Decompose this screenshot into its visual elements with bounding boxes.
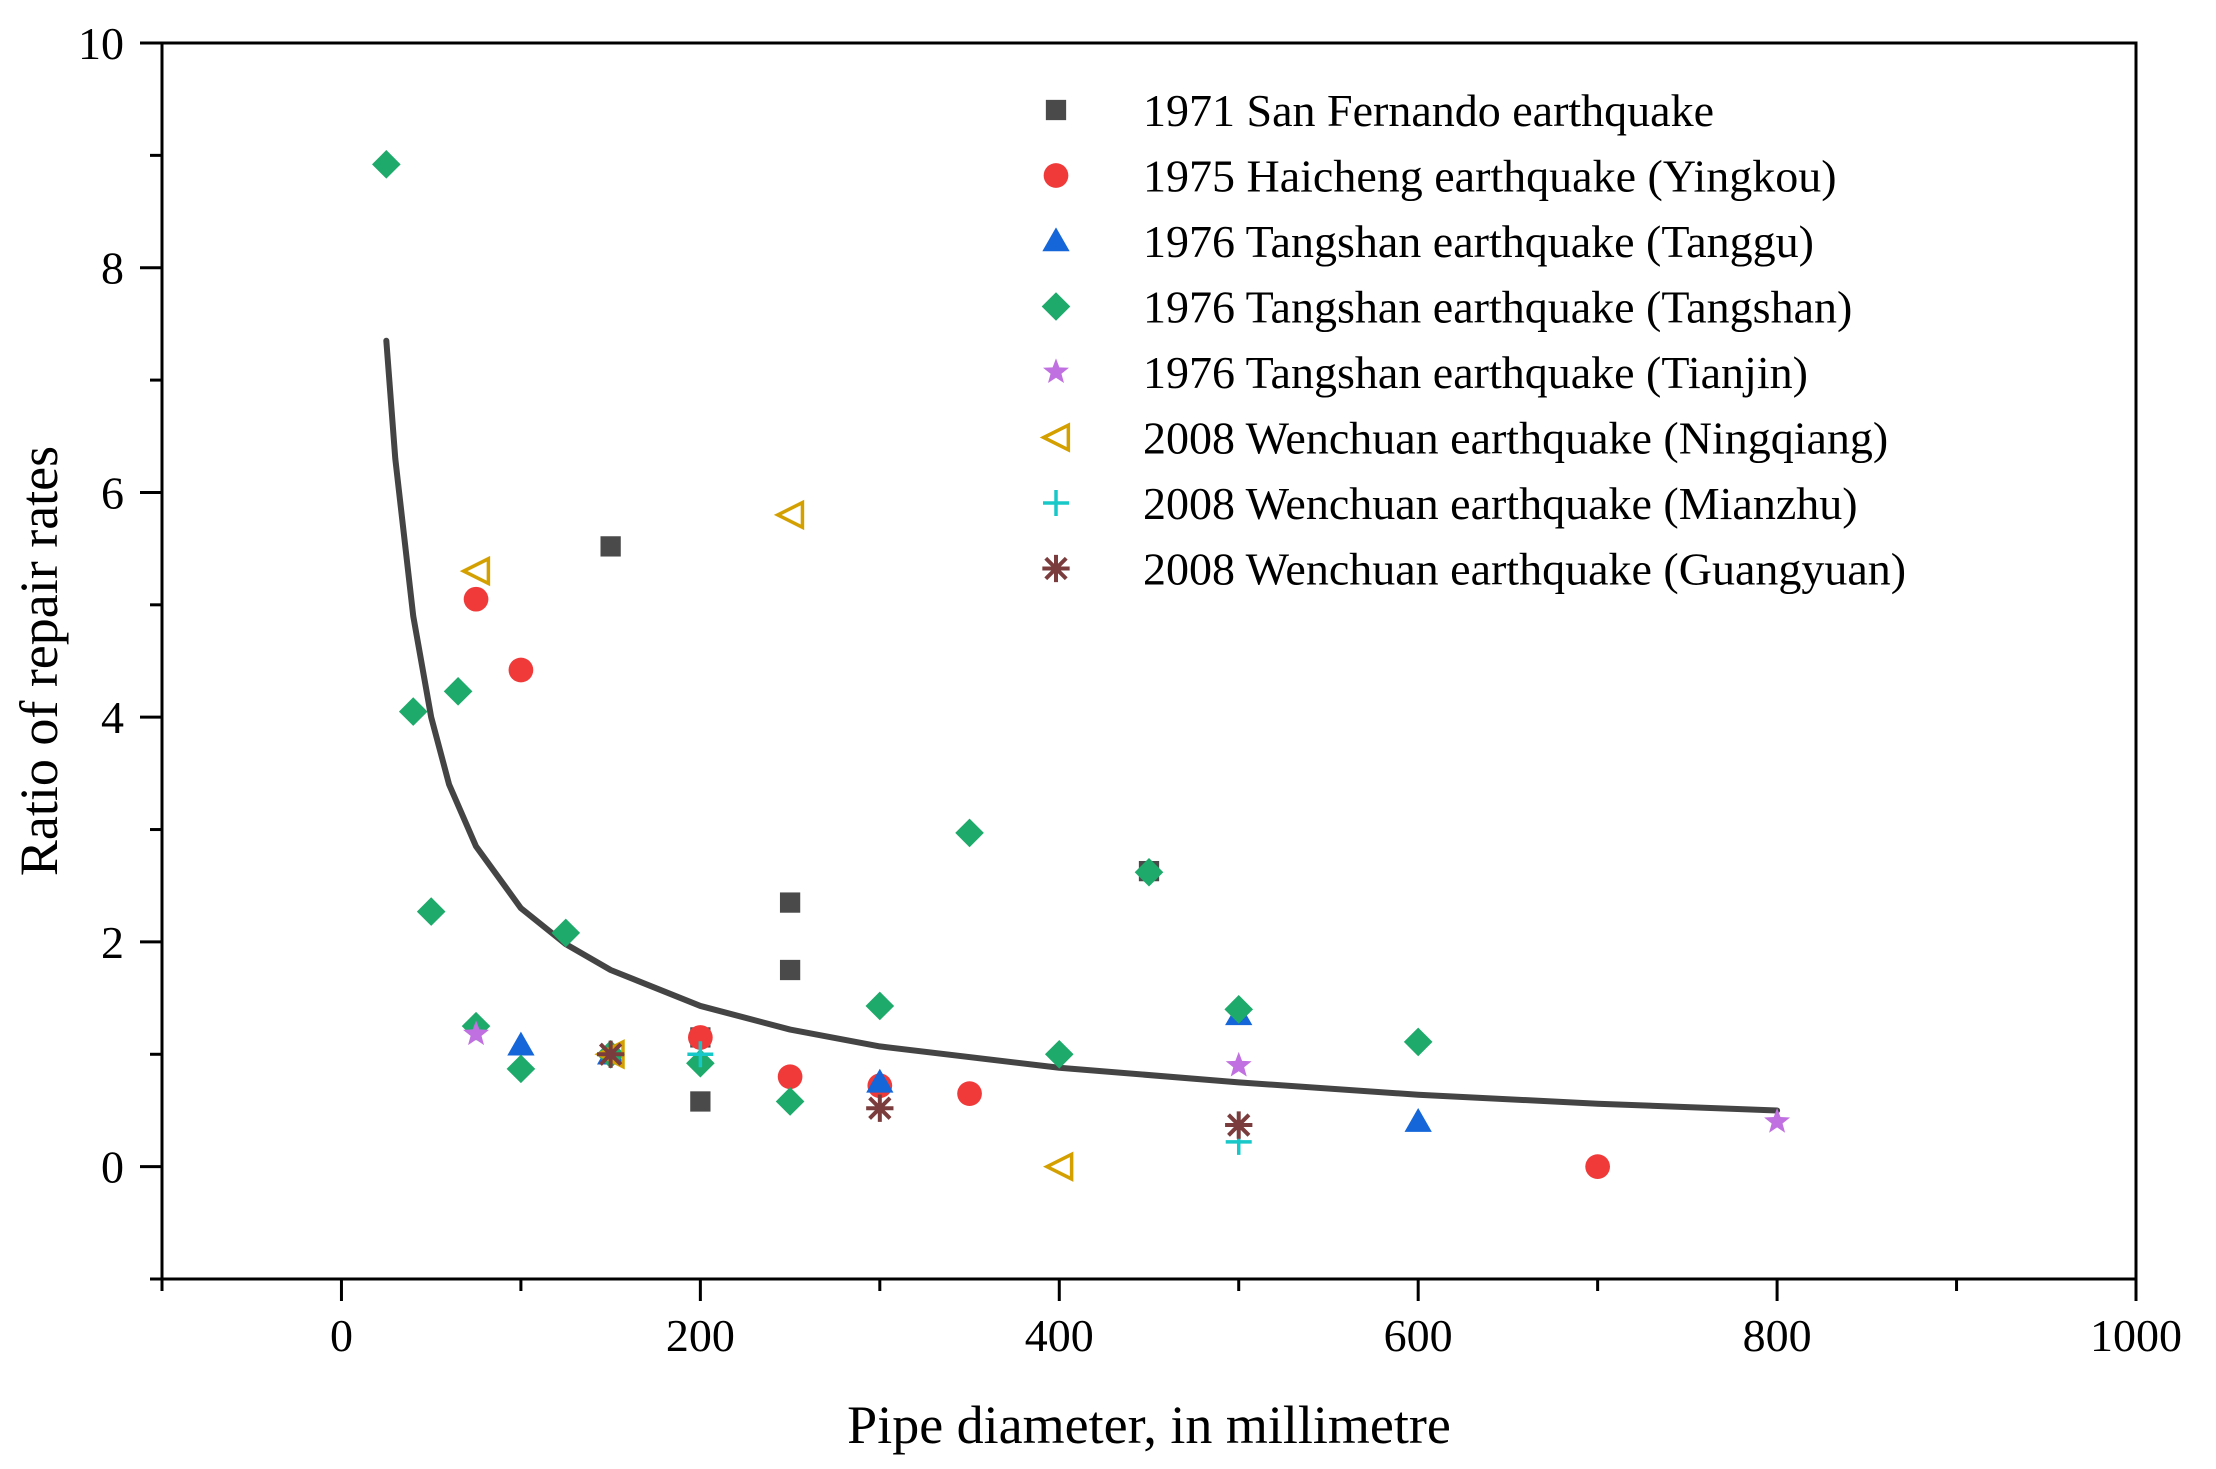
- plot-frame: [160, 41, 2138, 1281]
- data-point: [1404, 1108, 1432, 1132]
- data-point: [690, 1091, 711, 1112]
- data-point: [506, 1054, 536, 1084]
- y-tick-label: 4: [101, 692, 124, 743]
- legend-label: 1971 San Fernando earthquake: [1143, 85, 1714, 136]
- x-tick-label: 1000: [2090, 1310, 2182, 1361]
- data-point: [773, 499, 805, 531]
- x-tick-label: 800: [1743, 1310, 1812, 1361]
- fit-curve-layer: [383, 337, 1781, 1114]
- series-group: [459, 499, 1074, 1182]
- data-point: [459, 555, 491, 587]
- data-point: [1044, 1039, 1074, 1069]
- data-point: [596, 1040, 625, 1068]
- legend-label: 1976 Tangshan earthquake (Tangshan): [1143, 282, 1852, 333]
- legend-marker: [1041, 292, 1071, 321]
- legend-label: 2008 Wenchuan earthquake (Mianzhu): [1143, 478, 1858, 529]
- y-tick-label: 0: [101, 1142, 124, 1193]
- legend-label: 2008 Wenchuan earthquake (Ningqiang): [1143, 413, 1888, 464]
- data-point: [398, 697, 428, 726]
- series-group: [507, 1001, 1432, 1132]
- legend-label: 1976 Tangshan earthquake (Tanggu): [1143, 216, 1814, 267]
- data-point: [508, 657, 534, 683]
- x-tick-label: 200: [666, 1310, 735, 1361]
- data-point: [551, 918, 581, 948]
- legend-marker: [1043, 490, 1069, 516]
- data-point: [443, 677, 473, 706]
- legend-marker: [1039, 422, 1071, 453]
- data-point: [463, 1020, 490, 1046]
- series-group: [596, 1040, 1253, 1139]
- data-point: [688, 1025, 713, 1050]
- y-tick-label: 6: [101, 467, 124, 518]
- data-point: [1043, 1151, 1074, 1182]
- y-axis-title: Ratio of repair rates: [9, 446, 69, 876]
- data-point: [957, 1081, 982, 1106]
- series-group: [600, 536, 1160, 1112]
- data-point: [507, 1031, 535, 1056]
- y-tick-label: 2: [101, 917, 124, 968]
- y-tick-label: 10: [78, 18, 124, 69]
- data-point: [687, 1041, 714, 1068]
- data-point: [600, 536, 621, 557]
- data-point: [1134, 857, 1164, 887]
- axis-ticks-layer: 0 200 400 600 800 1000 0 2 4 6 8 10: [78, 18, 2182, 1361]
- data-point: [1225, 1111, 1253, 1139]
- data-point: [955, 818, 984, 848]
- data-point: [866, 1094, 894, 1122]
- data-point: [463, 586, 489, 612]
- data-point: [1224, 995, 1254, 1024]
- data-point: [1403, 1027, 1433, 1057]
- fit-curve-line: [383, 337, 1781, 1114]
- y-tick-label: 8: [101, 243, 124, 294]
- series-group: [463, 1020, 1791, 1133]
- legend-label: 1975 Haicheng earthquake (Yingkou): [1143, 151, 1837, 202]
- data-point: [775, 1087, 805, 1116]
- x-tick-label: 400: [1025, 1310, 1094, 1361]
- legend-marker: [1043, 358, 1069, 384]
- legend-marker: [1042, 554, 1070, 583]
- legend-marker: [1042, 227, 1070, 252]
- data-point: [416, 897, 446, 926]
- legend-label: 2008 Wenchuan earthquake (Guangyuan): [1143, 544, 1906, 595]
- data-point: [1225, 1051, 1252, 1077]
- legend-marker: [1043, 163, 1069, 188]
- x-tick-label: 600: [1384, 1310, 1453, 1361]
- data-point: [865, 991, 895, 1021]
- data-point: [372, 150, 401, 179]
- data-points-layer: [372, 150, 1791, 1182]
- data-point: [779, 959, 801, 981]
- data-point: [1585, 1154, 1610, 1179]
- legend-marker: [1045, 99, 1067, 121]
- data-point: [866, 1068, 894, 1093]
- legend: 1971 San Fernando earthquake 1975 Haichen…: [1039, 85, 1906, 595]
- series-group: [463, 586, 1610, 1179]
- data-point: [779, 892, 801, 913]
- x-axis-title: Pipe diameter, in millimetre: [847, 1395, 1451, 1455]
- data-point: [777, 1064, 803, 1090]
- data-point: [1764, 1108, 1791, 1133]
- legend-label: 1976 Tangshan earthquake (Tianjin): [1143, 347, 1808, 398]
- x-tick-label: 0: [330, 1310, 353, 1361]
